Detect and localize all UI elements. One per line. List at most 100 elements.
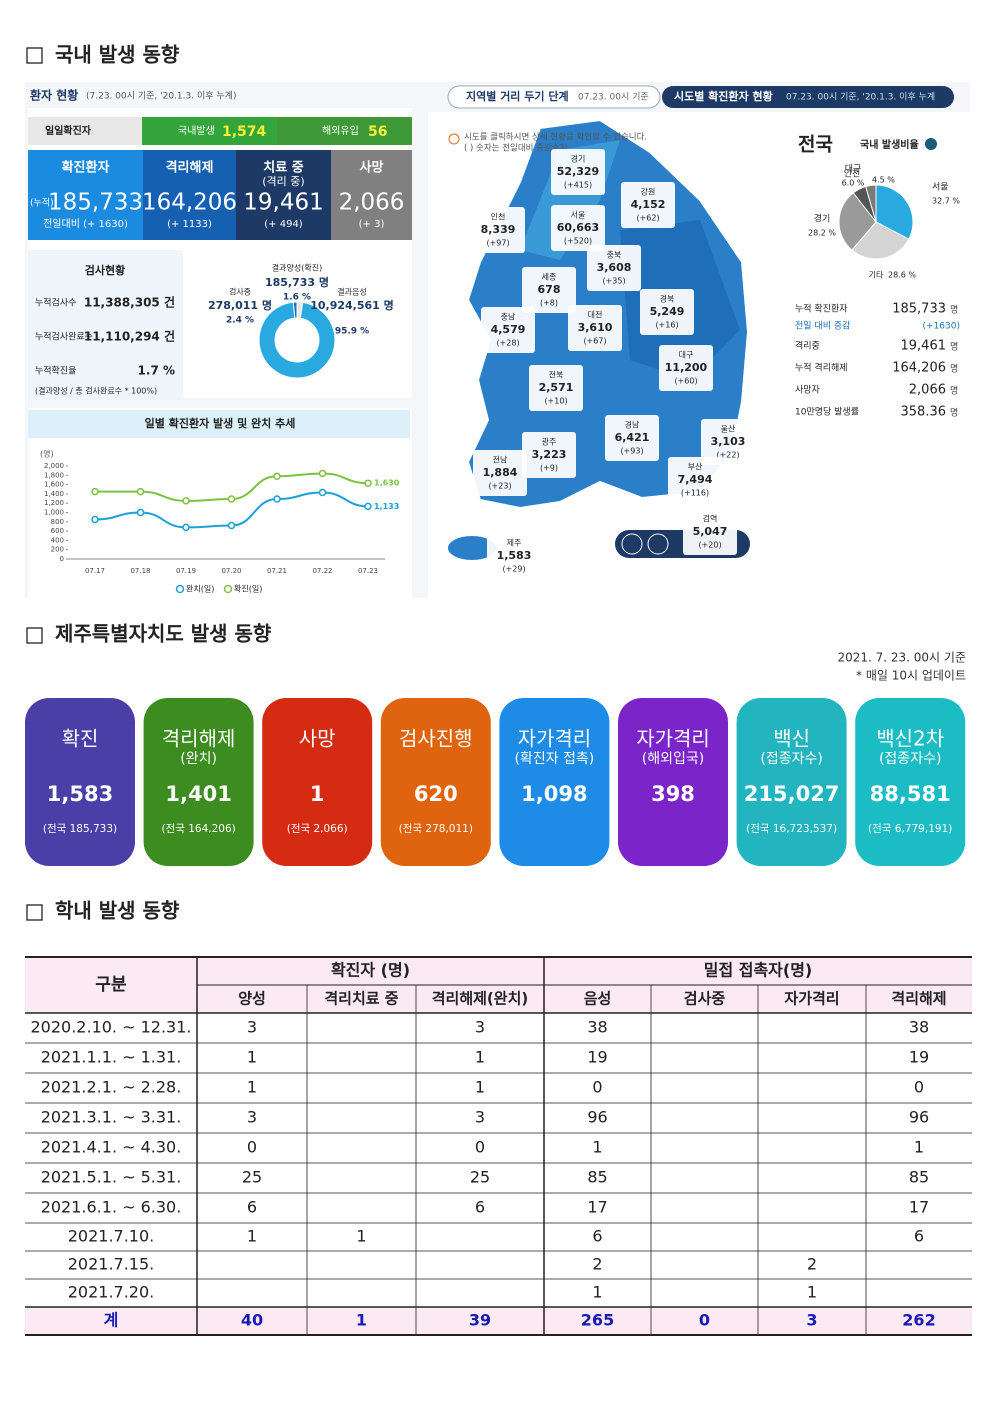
table-cell: 2021.3.1. ~ 3.31. (41, 1108, 182, 1127)
tab-label: 지역별 거리 두기 단계 (466, 89, 569, 103)
card-value: 88,581 (870, 782, 951, 806)
table-cell: 2021.6.1. ~ 6.30. (41, 1198, 182, 1217)
tab-basis: 07.23. 00시 기준 (578, 92, 649, 103)
region-change: (+22) (716, 451, 739, 460)
map-jeju-shape[interactable] (448, 536, 496, 560)
x-tick-label: 07.21 (267, 567, 287, 575)
y-tick-label: 0 (60, 555, 64, 563)
x-tick-label: 07.19 (176, 567, 196, 575)
table-cell: 3 (475, 1018, 485, 1037)
tab[interactable] (447, 85, 661, 109)
card-sub: (해외입국) (642, 751, 704, 767)
status-change: (+ 1133) (167, 219, 212, 230)
section-title: 제주특별자치도 발생 동향 (55, 622, 272, 646)
stat-card (736, 698, 847, 866)
status-value: 164,206 (142, 190, 237, 216)
series-point (364, 502, 372, 511)
card-sub: (접종자수) (879, 751, 941, 767)
region-total: 4,579 (491, 323, 526, 336)
checkbox-icon (26, 904, 43, 921)
tests-heading: 검사현황 (85, 263, 125, 277)
overseas-box (277, 117, 412, 145)
tab-label: 시도별 확진환자 현황 (674, 89, 773, 103)
table-cell: 2021.7.10. (68, 1227, 155, 1246)
region-total: 3,223 (532, 448, 567, 461)
card-value: 1,098 (521, 782, 587, 806)
status-value: 19,461 (243, 190, 323, 216)
region-change: (+8) (540, 299, 558, 308)
region-name: 강원 (641, 187, 656, 197)
table-cell: 6 (475, 1198, 485, 1217)
status-value: 185,733 (48, 190, 143, 216)
tab-active[interactable] (662, 86, 954, 108)
region-name: 인천 (491, 212, 506, 222)
status-label: 사망 (360, 160, 384, 176)
x-tick-label: 07.17 (85, 567, 105, 575)
series-point (91, 487, 99, 496)
pie-slice (875, 184, 914, 240)
tests-label: 누적검사완료수 (35, 331, 93, 343)
table-col-header: 격리해제(완치) (432, 990, 529, 1008)
card-title: 사망 (299, 727, 336, 751)
region-change: (+35) (602, 277, 625, 286)
card-title: 백신2차 (876, 727, 944, 751)
table-cell: 38 (587, 1018, 607, 1037)
region-total: 7,494 (678, 473, 713, 486)
region-name: 울산 (721, 424, 736, 434)
donut-pct: 95.9 % (335, 327, 369, 337)
tests-panel (28, 250, 183, 400)
table-group-header: 밀접 접촉자(명) (704, 961, 813, 980)
status-value: 2,066 (339, 190, 405, 216)
table-cell: 25 (242, 1168, 262, 1187)
status-box (331, 150, 412, 240)
national-title: 전국 (798, 134, 833, 156)
region-total: 8,339 (481, 223, 516, 236)
card-national: (전국 6,779,191) (868, 823, 952, 835)
table-col-header: 자가격리 (784, 990, 839, 1008)
table-cell: 0 (475, 1138, 485, 1157)
donut-name: 결과음성 (337, 287, 366, 297)
table-cell: 2021.7.15. (68, 1255, 155, 1274)
region-name: 전남 (493, 455, 508, 465)
table-cell: 2020.2.10. ~ 12.31. (31, 1018, 192, 1037)
table-cell: 38 (909, 1018, 929, 1037)
status-box (143, 150, 236, 240)
table-cell: 19 (587, 1048, 607, 1067)
card-sub: (접종자수) (760, 751, 822, 767)
y-tick-label: 2,000 (44, 462, 64, 470)
region-label-box (487, 533, 541, 579)
pie-label: 28.2 % (808, 229, 836, 238)
checkbox-icon (26, 47, 43, 64)
status-prefix: (누적) (30, 197, 54, 209)
region-label-box (471, 207, 525, 253)
table-cell: 3 (247, 1018, 257, 1037)
region-name: 서울 (571, 211, 586, 220)
table-cell: 2 (807, 1255, 817, 1274)
pie-label: 32.7 % (932, 197, 960, 206)
status-basis: (7.23. 00시 기준, '20.1.3. 이후 누계) (86, 90, 236, 102)
table-total: 1 (356, 1311, 367, 1330)
region-total: 3,103 (711, 435, 746, 448)
legend-label: 완치(일) (186, 585, 214, 594)
status-box (28, 150, 143, 240)
table-total: 0 (699, 1311, 710, 1330)
overseas-label: 해외유입 (322, 124, 359, 137)
tests-value: 11,110,294 건 (84, 329, 175, 344)
stat-card (618, 698, 728, 866)
region-name: 경남 (625, 420, 640, 430)
status-box (236, 150, 331, 240)
table-total: 262 (902, 1311, 935, 1330)
table-cell: 2021.7.20. (68, 1283, 155, 1302)
table-cell: 3 (475, 1108, 485, 1127)
region-total: 60,663 (557, 221, 599, 234)
table-total: 40 (241, 1311, 263, 1330)
help-icon (925, 138, 937, 150)
table-cell: 85 (587, 1168, 607, 1187)
table-cell: 25 (470, 1168, 490, 1187)
chart-title: 일별 확진환자 발생 및 완치 추세 (145, 416, 296, 430)
map-note: ( ) 숫자는 전일대비 증감수치 (464, 143, 567, 154)
card-national: (전국 2,066) (287, 823, 348, 835)
pie-label: 28.6 % (888, 271, 916, 280)
table-cell: 19 (909, 1048, 929, 1067)
pie-label: 4.5 % (872, 176, 895, 185)
